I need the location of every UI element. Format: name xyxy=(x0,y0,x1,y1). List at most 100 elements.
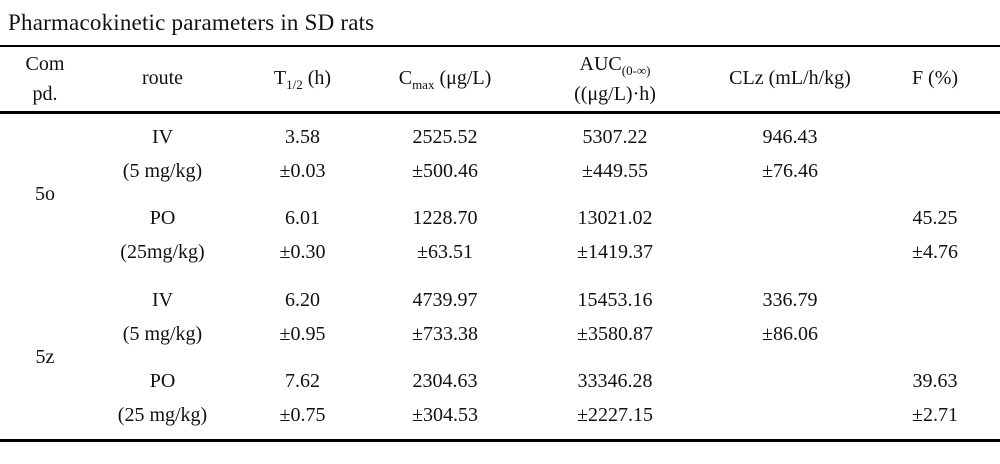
cell-route: PO (25 mg/kg) xyxy=(90,358,235,440)
cell-route: IV (5 mg/kg) xyxy=(90,276,235,358)
table-row: PO (25mg/kg) 6.01 ±0.30 1228.70 ±63.51 1… xyxy=(0,194,1000,276)
clz-sd xyxy=(710,398,870,432)
clz-sd xyxy=(710,235,870,269)
table-row: 5z IV (5 mg/kg) 6.20 ±0.95 4739.97 ±733.… xyxy=(0,276,1000,368)
cmax-unit: (μg/L) xyxy=(434,67,492,90)
cell-cmax: 1228.70 ±63.51 xyxy=(370,194,520,276)
cmax-sd: ±500.46 xyxy=(412,159,478,182)
auc-unit: ((μg/L)·h) xyxy=(574,82,656,105)
cmax-symbol: C xyxy=(398,67,413,90)
cmax-sd: ±63.51 xyxy=(417,241,473,263)
clz-sd: ±76.46 xyxy=(762,159,818,182)
f-sd: ±2.71 xyxy=(912,404,958,427)
table-row: PO (25 mg/kg) 7.62 ±0.75 2304.63 ±304.53… xyxy=(0,358,1000,440)
t12-unit: (h) xyxy=(302,67,332,90)
col-header-compound-line1: Com xyxy=(25,52,65,75)
clz-mean: 336.79 xyxy=(762,289,818,311)
route-value: IV xyxy=(151,289,174,311)
cell-t12: 6.01 ±0.30 xyxy=(235,194,370,276)
f-mean: 39.63 xyxy=(912,370,958,393)
auc-mean: 13021.02 xyxy=(577,207,653,229)
cell-clz xyxy=(710,194,870,276)
cell-route: IV (5 mg/kg) xyxy=(90,112,235,194)
t12-sd: ±0.95 xyxy=(279,323,326,345)
auc-sd: ±2227.15 xyxy=(577,404,653,427)
cell-auc: 33346.28 ±2227.15 xyxy=(520,358,710,440)
t12-symbol: T xyxy=(273,67,287,90)
t12-mean: 3.58 xyxy=(285,125,320,148)
pharmacokinetics-table: Com pd. route T1/2 (h) Cmax (μg/L) AUC(0… xyxy=(0,45,1000,442)
f-mean: 45.25 xyxy=(912,207,958,229)
col-header-compound: Com pd. xyxy=(0,46,90,112)
f-mean xyxy=(870,283,1000,317)
cell-t12: 6.20 ±0.95 xyxy=(235,276,370,358)
dose-value: (25mg/kg) xyxy=(120,241,205,263)
cell-clz: 336.79 ±86.06 xyxy=(710,276,870,358)
cell-f: 45.25 ±4.76 xyxy=(870,194,1000,276)
table-title: Pharmacokinetic parameters in SD rats xyxy=(8,10,375,35)
cmax-mean: 1228.70 xyxy=(412,207,478,229)
table-row: 5o IV (5 mg/kg) 3.58 ±0.03 2525.52 ±500.… xyxy=(0,112,1000,206)
route-value: IV xyxy=(151,125,174,148)
t12-subscript: 1/2 xyxy=(286,77,303,93)
auc-mean: 15453.16 xyxy=(577,289,653,311)
t12-sd: ±0.03 xyxy=(279,159,326,182)
cell-f xyxy=(870,276,1000,358)
dose-value: (5 mg/kg) xyxy=(122,323,203,345)
cell-auc: 15453.16 ±3580.87 xyxy=(520,276,710,358)
col-header-compound-line2: pd. xyxy=(32,82,58,105)
cmax-subscript: max xyxy=(412,77,435,93)
auc-subscript: (0-∞) xyxy=(621,62,651,78)
t12-sd: ±0.30 xyxy=(279,241,326,263)
t12-mean: 7.62 xyxy=(285,370,320,393)
col-header-clz: CLz (mL/h/kg) xyxy=(729,67,851,90)
auc-mean: 5307.22 xyxy=(582,125,648,148)
cell-route: PO (25mg/kg) xyxy=(90,194,235,276)
t12-mean: 6.01 xyxy=(285,207,320,229)
cell-cmax: 2525.52 ±500.46 xyxy=(370,112,520,194)
f-mean xyxy=(870,120,1000,154)
cell-cmax: 2304.63 ±304.53 xyxy=(370,358,520,440)
cell-t12: 3.58 ±0.03 xyxy=(235,112,370,194)
auc-sd: ±449.55 xyxy=(582,159,648,182)
table-header: Com pd. route T1/2 (h) Cmax (μg/L) AUC(0… xyxy=(0,46,1000,112)
t12-sd: ±0.75 xyxy=(279,404,326,427)
dose-value: (5 mg/kg) xyxy=(122,159,203,182)
route-value: PO xyxy=(149,370,176,393)
cell-auc: 5307.22 ±449.55 xyxy=(520,112,710,194)
f-sd xyxy=(870,317,1000,351)
auc-mean: 33346.28 xyxy=(577,370,653,393)
col-header-f: F (%) xyxy=(911,67,959,90)
cell-cmax: 4739.97 ±733.38 xyxy=(370,276,520,358)
cell-auc: 13021.02 ±1419.37 xyxy=(520,194,710,276)
route-value: PO xyxy=(149,207,176,229)
cmax-mean: 2304.63 xyxy=(412,370,478,393)
col-header-auc: AUC(0-∞) ((μg/L)·h) xyxy=(520,46,710,112)
col-header-cmax: Cmax (μg/L) xyxy=(370,46,520,112)
compound-label: 5z xyxy=(35,345,55,368)
cmax-mean: 4739.97 xyxy=(412,289,478,311)
f-sd xyxy=(870,154,1000,188)
cmax-mean: 2525.52 xyxy=(412,125,478,148)
auc-sd: ±3580.87 xyxy=(577,323,653,345)
f-sd: ±4.76 xyxy=(912,241,958,263)
auc-sd: ±1419.37 xyxy=(577,241,653,263)
cell-clz: 946.43 ±76.46 xyxy=(710,112,870,194)
col-header-t12: T1/2 (h) xyxy=(235,46,370,112)
clz-mean xyxy=(710,364,870,398)
col-header-route: route xyxy=(141,67,184,90)
dose-value: (25 mg/kg) xyxy=(117,404,208,427)
clz-sd: ±86.06 xyxy=(762,323,818,345)
cell-f xyxy=(870,112,1000,194)
compound-label: 5o xyxy=(35,183,55,206)
clz-mean: 946.43 xyxy=(762,125,818,148)
t12-mean: 6.20 xyxy=(285,289,320,311)
cell-clz xyxy=(710,358,870,440)
auc-symbol: AUC xyxy=(579,52,622,75)
cell-f: 39.63 ±2.71 xyxy=(870,358,1000,440)
table-body: 5o IV (5 mg/kg) 3.58 ±0.03 2525.52 ±500.… xyxy=(0,112,1000,440)
cmax-sd: ±733.38 xyxy=(412,323,478,345)
clz-mean xyxy=(710,201,870,235)
auc-line1: AUC(0-∞) xyxy=(520,49,710,79)
